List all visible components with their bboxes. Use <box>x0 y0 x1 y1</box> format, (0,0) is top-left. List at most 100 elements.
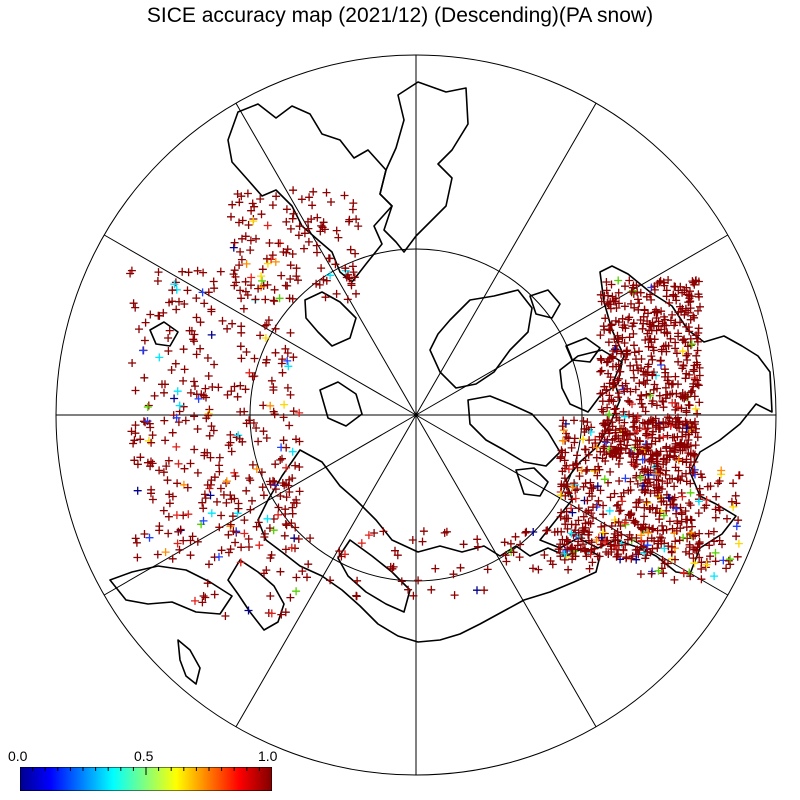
data-marker <box>306 534 315 543</box>
data-marker <box>228 200 237 209</box>
data-marker <box>277 271 286 280</box>
data-marker <box>615 454 624 463</box>
data-marker <box>190 337 198 346</box>
data-marker <box>632 416 640 425</box>
data-marker <box>647 338 656 347</box>
data-marker <box>620 387 629 396</box>
data-marker <box>632 361 641 370</box>
data-marker <box>274 510 283 519</box>
data-marker <box>261 334 270 342</box>
data-marker <box>226 430 235 439</box>
data-marker <box>326 576 335 585</box>
data-marker <box>285 421 294 430</box>
data-marker <box>226 545 235 554</box>
data-marker <box>577 466 586 475</box>
data-marker <box>556 512 565 521</box>
data-marker <box>568 508 577 517</box>
data-marker <box>304 237 313 246</box>
data-marker <box>600 521 609 530</box>
data-marker <box>240 529 249 538</box>
data-marker <box>165 326 174 335</box>
data-marker <box>275 294 284 303</box>
data-marker <box>393 551 402 560</box>
data-marker <box>694 540 703 549</box>
data-marker <box>332 226 341 235</box>
data-marker <box>186 551 195 560</box>
data-marker <box>644 342 653 351</box>
data-marker <box>587 545 596 554</box>
data-marker <box>661 383 670 392</box>
data-marker <box>635 379 644 388</box>
data-marker <box>350 273 359 282</box>
data-marker <box>666 334 675 343</box>
data-marker <box>243 291 252 299</box>
data-marker <box>564 537 572 546</box>
data-marker <box>685 370 694 379</box>
data-marker <box>571 520 580 529</box>
data-marker <box>473 535 482 544</box>
data-marker <box>621 520 630 529</box>
data-marker <box>203 354 212 362</box>
data-marker <box>146 310 155 319</box>
data-marker <box>670 452 679 461</box>
data-marker <box>653 451 662 459</box>
data-marker <box>688 277 697 286</box>
data-marker <box>660 559 669 568</box>
data-marker <box>559 426 568 435</box>
data-marker <box>625 398 634 407</box>
meridian-line <box>235 414 417 728</box>
data-marker <box>150 391 159 400</box>
data-marker <box>203 579 212 588</box>
data-marker <box>236 407 245 416</box>
data-marker <box>594 496 603 505</box>
data-marker <box>638 324 647 333</box>
data-marker <box>313 248 321 257</box>
data-marker <box>592 443 601 452</box>
data-marker <box>276 567 285 576</box>
data-marker <box>648 355 657 364</box>
data-marker <box>255 541 264 550</box>
data-marker <box>632 555 641 564</box>
data-marker <box>379 527 388 536</box>
data-marker <box>352 289 360 298</box>
data-marker <box>686 572 695 581</box>
data-marker <box>685 327 694 336</box>
data-marker <box>620 339 629 347</box>
data-marker <box>620 418 629 427</box>
data-marker <box>652 459 661 468</box>
data-marker <box>562 433 571 441</box>
data-marker <box>194 394 203 403</box>
data-marker <box>624 486 633 495</box>
data-marker <box>579 540 587 549</box>
data-marker <box>168 286 177 295</box>
data-marker <box>654 566 663 575</box>
data-marker <box>221 612 230 620</box>
meridian-line <box>415 234 729 416</box>
data-marker <box>260 533 269 541</box>
data-marker <box>332 289 341 298</box>
data-marker <box>542 526 551 535</box>
data-marker <box>343 295 352 304</box>
data-marker <box>623 441 632 450</box>
data-marker <box>258 276 266 285</box>
data-marker <box>131 534 140 543</box>
data-marker <box>164 529 173 538</box>
data-marker <box>449 570 458 579</box>
data-marker <box>269 476 277 485</box>
data-marker <box>670 482 679 491</box>
data-marker <box>693 346 702 355</box>
data-marker <box>674 332 683 341</box>
data-marker <box>215 523 224 532</box>
data-marker <box>667 542 676 551</box>
data-marker <box>614 276 623 285</box>
data-marker <box>260 569 268 578</box>
data-marker <box>626 477 635 486</box>
data-marker <box>577 534 586 543</box>
data-marker <box>288 503 297 512</box>
data-marker <box>199 592 208 600</box>
data-marker <box>281 505 290 514</box>
data-marker <box>734 539 743 548</box>
data-marker <box>637 355 646 363</box>
data-marker <box>635 496 644 504</box>
data-marker <box>656 276 665 285</box>
